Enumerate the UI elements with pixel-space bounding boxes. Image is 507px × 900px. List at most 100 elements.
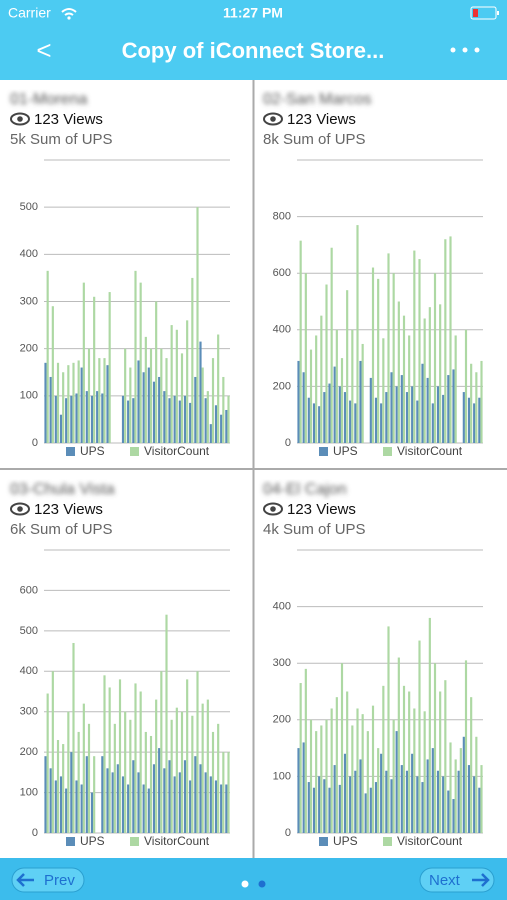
- bar: [108, 687, 111, 833]
- bar: [165, 358, 168, 443]
- bar: [416, 400, 419, 443]
- eye-icon: [263, 502, 283, 516]
- legend-label: UPS: [80, 444, 105, 458]
- bar: [209, 776, 212, 833]
- bar: [62, 372, 65, 443]
- bar: [87, 348, 91, 443]
- battery-tip: [497, 11, 499, 15]
- legend-label: VisitorCount: [397, 444, 463, 458]
- bar: [124, 348, 127, 443]
- bar: [121, 395, 125, 443]
- next-button[interactable]: [419, 867, 495, 893]
- bar: [168, 398, 171, 443]
- prev-button[interactable]: [11, 867, 85, 893]
- bar: [59, 414, 63, 443]
- bar: [75, 780, 78, 833]
- bar: [225, 409, 228, 443]
- bar: [444, 239, 447, 443]
- bar: [217, 723, 220, 833]
- bar: [400, 375, 403, 443]
- bar: [426, 377, 429, 443]
- bar: [444, 680, 447, 833]
- bar: [478, 787, 481, 833]
- bar: [390, 779, 393, 833]
- bar: [132, 398, 135, 443]
- bar: [405, 392, 409, 443]
- y-tick-label: 800: [273, 211, 291, 223]
- back-button[interactable]: <: [36, 35, 51, 65]
- bar: [155, 699, 158, 833]
- bar: [175, 707, 178, 833]
- bar: [397, 657, 400, 833]
- bar: [325, 284, 328, 443]
- prev-label[interactable]: Prev: [44, 872, 75, 889]
- bar: [194, 756, 197, 833]
- bar: [335, 329, 338, 443]
- bar: [387, 626, 390, 833]
- bar: [354, 403, 357, 443]
- bar: [413, 250, 416, 443]
- bar: [377, 748, 380, 833]
- y-tick-label: 400: [273, 324, 291, 336]
- bar: [343, 753, 347, 833]
- y-tick-label: 400: [20, 665, 38, 677]
- bar: [211, 731, 215, 833]
- bar: [98, 358, 101, 443]
- bar: [186, 320, 189, 443]
- bar: [132, 760, 135, 833]
- eye-pupil: [17, 506, 23, 512]
- bar: [165, 614, 168, 833]
- bar: [139, 282, 142, 443]
- bar: [134, 270, 137, 443]
- bar: [380, 403, 383, 443]
- bar: [87, 723, 91, 833]
- bar: [459, 748, 462, 833]
- y-tick-label: 200: [20, 746, 38, 758]
- bar: [470, 697, 473, 833]
- eye-icon: [10, 502, 30, 516]
- bar: [206, 699, 209, 833]
- menu-button[interactable]: [450, 47, 480, 53]
- bar: [330, 708, 333, 833]
- bar: [312, 787, 316, 833]
- bar: [70, 395, 73, 443]
- prev-arrow: [16, 873, 34, 887]
- bar: [307, 397, 310, 443]
- bar: [75, 393, 78, 443]
- bar: [462, 392, 465, 443]
- bar: [137, 772, 140, 833]
- bar: [431, 748, 434, 833]
- bar: [65, 398, 68, 443]
- bar: [158, 748, 161, 833]
- bar: [462, 736, 465, 833]
- bar: [475, 372, 478, 443]
- bar: [320, 725, 323, 833]
- bar: [149, 735, 153, 833]
- bar: [387, 253, 390, 443]
- bar: [191, 277, 194, 443]
- summary: 4k Sum of UPS: [263, 521, 366, 538]
- bar: [475, 736, 478, 833]
- bar: [80, 784, 83, 833]
- bar: [72, 362, 75, 443]
- y-tick-label: 0: [285, 437, 291, 449]
- bar: [220, 784, 223, 833]
- bar: [426, 759, 429, 833]
- bar: [328, 383, 331, 443]
- bar: [467, 397, 471, 443]
- bar: [328, 787, 331, 833]
- bar: [168, 760, 171, 833]
- bar: [309, 719, 313, 833]
- bar: [369, 377, 372, 443]
- bar: [413, 708, 416, 833]
- bar: [297, 360, 300, 443]
- legend-label: VisitorCount: [144, 834, 210, 848]
- bar: [49, 376, 52, 443]
- bar: [225, 784, 228, 833]
- y-tick-label: 200: [273, 380, 291, 392]
- battery-level: [473, 9, 478, 17]
- next-label[interactable]: Next: [429, 872, 461, 889]
- bar: [346, 290, 349, 443]
- bar: [382, 338, 385, 443]
- bar: [454, 759, 457, 833]
